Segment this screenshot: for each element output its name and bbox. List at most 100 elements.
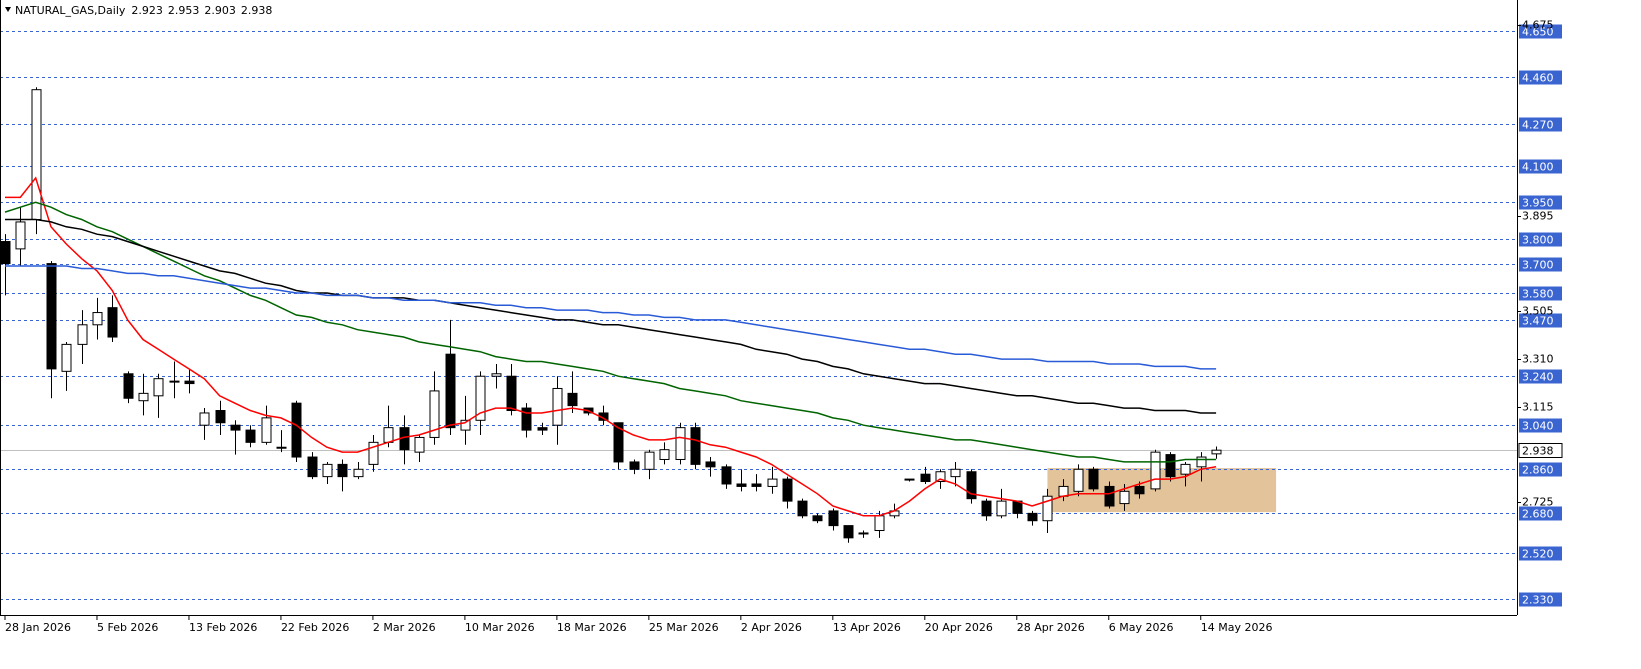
candle-body <box>77 324 88 345</box>
candle-body <box>797 500 808 517</box>
candle-body <box>782 478 793 502</box>
candle-body <box>1180 463 1191 475</box>
candle-body <box>215 410 226 424</box>
candle-body <box>1073 468 1084 492</box>
candle-body <box>996 500 1007 517</box>
candle-body <box>690 427 701 465</box>
candle-body <box>1042 495 1053 522</box>
moving-average-line <box>5 218 1217 414</box>
level-label-box <box>1519 286 1562 301</box>
y-tick-label: 3.310 <box>1522 353 1554 366</box>
candle-body <box>61 343 72 372</box>
zone <box>1047 468 1277 513</box>
y-tick-label: 3.895 <box>1522 210 1554 223</box>
level-label-box <box>1519 369 1562 384</box>
candle-body <box>123 373 134 399</box>
candle-body <box>675 427 686 460</box>
candle-body <box>567 392 578 407</box>
moving-average-line <box>5 176 1217 517</box>
candle-body <box>184 380 195 385</box>
low-value: 2.903 <box>204 4 236 17</box>
level-label-box <box>1519 257 1562 272</box>
candle-body <box>169 380 180 383</box>
last-price-label: 2.938 <box>1522 445 1554 458</box>
candle-body <box>1211 449 1222 455</box>
candle-body <box>1088 468 1099 490</box>
candle-body <box>721 466 732 485</box>
candle-body <box>629 461 640 470</box>
candle-body <box>460 419 471 431</box>
candle-body <box>138 392 149 402</box>
level-label-box <box>1519 117 1562 132</box>
level-label-box <box>1519 506 1562 521</box>
level-label: 2.860 <box>1522 464 1554 477</box>
candle-body <box>1150 451 1161 490</box>
candle-body <box>537 427 548 431</box>
candle-body <box>1058 485 1069 497</box>
y-tick-label: 4.675 <box>1522 19 1554 32</box>
candle-body <box>751 483 762 487</box>
level-label: 2.680 <box>1522 508 1554 521</box>
candle-body <box>353 468 364 478</box>
candle-body <box>276 446 287 449</box>
candle-body <box>383 427 394 443</box>
level-label: 3.950 <box>1522 197 1554 210</box>
candle-body <box>1104 485 1115 507</box>
candle-body <box>230 424 241 431</box>
candle-body <box>812 515 823 522</box>
candle-body <box>245 429 256 443</box>
candle-body <box>981 500 992 517</box>
level-label: 3.240 <box>1522 371 1554 384</box>
level-label: 3.800 <box>1522 234 1554 247</box>
level-label: 3.470 <box>1522 315 1554 328</box>
candle-body <box>31 89 42 220</box>
x-tick-label: 18 Mar 2026 <box>557 621 627 634</box>
x-tick-label: 20 Apr 2026 <box>925 621 993 634</box>
level-label-box <box>1519 232 1562 247</box>
open-value: 2.923 <box>131 4 163 17</box>
level-label: 4.100 <box>1522 161 1554 174</box>
candle-body <box>153 378 164 397</box>
level-label-box <box>1519 546 1562 561</box>
level-label: 2.330 <box>1522 594 1554 607</box>
level-label: 3.700 <box>1522 259 1554 272</box>
candle-body <box>92 312 103 326</box>
candle-body <box>322 463 333 478</box>
level-label-box <box>1519 418 1562 433</box>
level-label-box <box>1519 24 1562 39</box>
x-tick-label: 28 Jan 2026 <box>5 621 71 634</box>
candle-body <box>1165 454 1176 478</box>
x-tick-label: 25 Mar 2026 <box>649 621 719 634</box>
candle-body <box>337 463 348 478</box>
candle-body <box>828 510 839 527</box>
y-tick-label: 3.505 <box>1522 305 1554 318</box>
y-tick-label: 3.115 <box>1522 401 1554 414</box>
candle-body <box>521 407 532 431</box>
candle-body <box>950 468 961 478</box>
candle-body <box>644 451 655 470</box>
candle-body <box>1134 485 1145 495</box>
candle-body <box>843 525 854 539</box>
candle-body <box>736 483 747 487</box>
candle-body <box>767 478 778 487</box>
chart-header: NATURAL_GAS,Daily 2.923 2.953 2.903 2.938 <box>15 4 272 17</box>
candle-body <box>705 461 716 468</box>
level-label: 3.040 <box>1522 420 1554 433</box>
level-label: 2.520 <box>1522 548 1554 561</box>
level-label-box <box>1519 462 1562 477</box>
moving-average-line <box>4 201 1217 463</box>
level-label: 4.460 <box>1522 72 1554 85</box>
x-tick-label: 2 Apr 2026 <box>741 621 802 634</box>
candle-body <box>904 478 915 481</box>
candle-body <box>429 390 440 438</box>
candle-body <box>920 473 931 483</box>
x-tick-label: 2 Mar 2026 <box>373 621 436 634</box>
candle-body <box>506 375 517 412</box>
level-label: 4.270 <box>1522 119 1554 132</box>
candle-body <box>491 373 502 377</box>
candle-body <box>874 515 885 532</box>
x-tick-label: 28 Apr 2026 <box>1017 621 1085 634</box>
level-label-box <box>1519 70 1562 85</box>
y-tick-label: 2.725 <box>1522 496 1554 509</box>
